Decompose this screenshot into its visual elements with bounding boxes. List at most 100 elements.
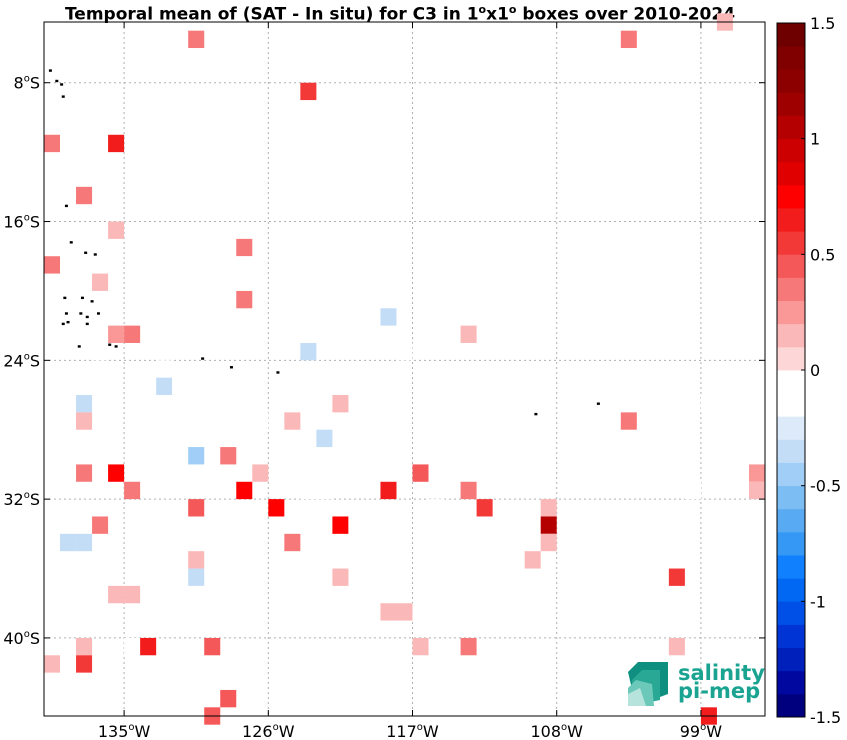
data-box [380, 481, 397, 500]
data-box [668, 568, 685, 586]
island [48, 69, 52, 72]
colorbar: 1.5 1 0.5 0 -0.5 -1 -1.5 [776, 14, 841, 727]
y-tick-label: 32oS [3, 490, 40, 509]
data-box [460, 325, 477, 343]
data-box [92, 273, 109, 291]
data-box [716, 655, 733, 673]
data-box [60, 238, 77, 257]
colorbar-segment [777, 462, 805, 487]
data-box [236, 481, 253, 500]
data-box [748, 481, 765, 500]
data-box [108, 464, 125, 482]
data-box [188, 447, 205, 465]
data-box [76, 186, 93, 205]
chart-title: Temporal mean of (SAT - In situ) for C3 … [64, 3, 736, 25]
data-box [76, 395, 93, 413]
y-tick-label: 16oS [3, 213, 40, 232]
data-box [188, 499, 205, 517]
x-tick-label: 135oW [98, 722, 151, 740]
data-box [540, 516, 557, 534]
colorbar-tick-label: -1.5 [810, 708, 841, 727]
data-box [76, 464, 93, 482]
island [61, 322, 65, 326]
y-axis: 8oS 16oS 24oS 32oS 40oS [3, 74, 765, 648]
colorbar-segment [777, 23, 805, 47]
data-box [108, 325, 125, 343]
data-box [220, 447, 237, 465]
y-tick-label: 24oS [3, 351, 40, 370]
data-box [124, 585, 141, 604]
data-box [604, 464, 621, 482]
logo-icon [628, 662, 668, 706]
data-box [684, 481, 701, 500]
data-box [428, 464, 445, 482]
island [84, 251, 88, 254]
data-box [284, 464, 301, 482]
data-box [348, 516, 365, 534]
data-box [92, 516, 109, 534]
data-box [332, 568, 349, 586]
colorbar-segment [777, 346, 805, 371]
island [66, 320, 70, 324]
data-box [300, 342, 317, 361]
data-box [156, 360, 173, 378]
colorbar-segment [777, 555, 805, 579]
data-box [396, 603, 413, 621]
data-box [396, 342, 413, 361]
colorbar-segment [777, 693, 805, 718]
data-box [108, 585, 125, 604]
data-box [76, 655, 93, 673]
colorbar-segment [777, 647, 805, 672]
island [108, 343, 112, 346]
colorbar-segment [777, 485, 805, 510]
data-box [108, 134, 125, 153]
colorbar-segment [777, 578, 805, 602]
data-box [524, 672, 541, 690]
data-box [124, 481, 141, 500]
colorbar-segment [777, 277, 805, 301]
colorbar-segment [777, 670, 805, 695]
colorbar-segment [777, 92, 805, 116]
data-box [300, 82, 317, 101]
colorbar-segment [777, 46, 805, 70]
colorbar-segment [777, 370, 805, 394]
x-axis: 135oW 126oW 117oW 108oW 99oW [98, 22, 722, 740]
data-box [92, 342, 109, 361]
data-box [524, 689, 541, 708]
data-box [540, 533, 557, 552]
data-box [348, 377, 365, 396]
data-box [124, 325, 141, 343]
colorbar-segment [777, 300, 805, 325]
data-box [236, 290, 253, 309]
data-box [668, 637, 685, 656]
colorbar-segment [777, 601, 805, 625]
data-box [76, 412, 93, 430]
data-box [44, 256, 61, 274]
data-box [316, 481, 333, 500]
x-tick-label: 117oW [386, 722, 439, 740]
island [61, 95, 65, 98]
data-box [332, 395, 349, 413]
x-tick-label: 108oW [530, 722, 583, 740]
island [90, 300, 94, 303]
data-box [284, 533, 301, 552]
data-box [252, 464, 269, 482]
data-box [76, 637, 93, 656]
data-box [620, 30, 637, 49]
data-box [236, 256, 253, 274]
data-box [252, 412, 269, 430]
colorbar-segment [777, 439, 805, 463]
data-box [156, 377, 173, 396]
colorbar-tick-label: 1 [810, 130, 820, 149]
island [114, 345, 118, 348]
data-box [44, 655, 61, 673]
islands [48, 69, 600, 416]
island [80, 296, 84, 300]
data-box [540, 499, 557, 517]
x-tick-label: 126oW [242, 722, 295, 740]
data-box [188, 308, 205, 326]
island [79, 312, 83, 315]
colorbar-tick-label: -1 [810, 592, 826, 611]
island [69, 241, 73, 244]
island [93, 253, 97, 256]
